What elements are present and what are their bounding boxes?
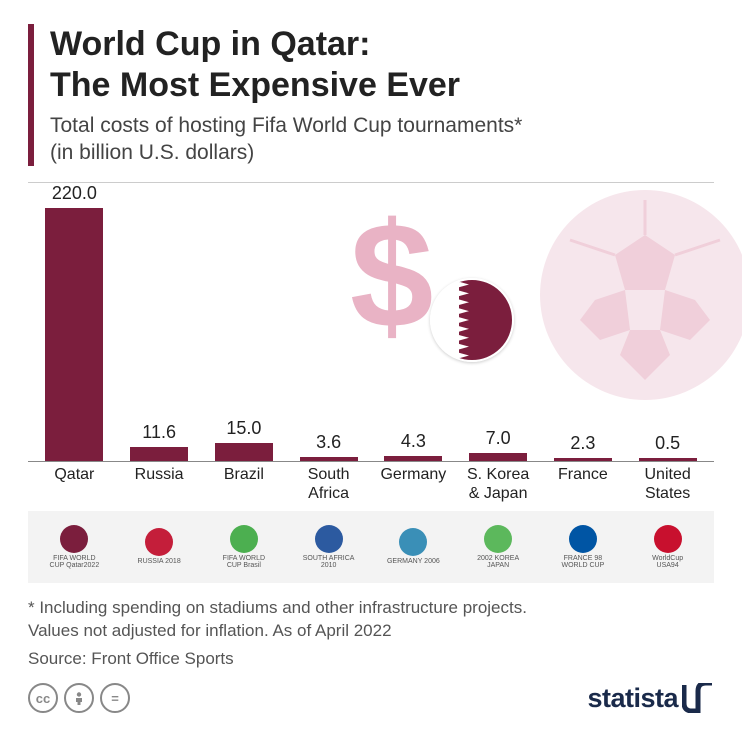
wc-logo-text: 2002 KOREA JAPAN [471, 555, 525, 569]
wc-logo-icon: RUSSIA 2018 [132, 521, 186, 573]
bar-value-label: 220.0 [52, 183, 97, 204]
wc-logo-icon: WorldCup USA94 [641, 521, 695, 573]
bar-value-label: 7.0 [486, 428, 511, 449]
bar-value-label: 2.3 [570, 433, 595, 454]
logo-band: FIFA WORLD CUP Qatar2022 RUSSIA 2018 FIFA … [28, 511, 714, 583]
wc-logo-text: SOUTH AFRICA 2010 [302, 555, 356, 569]
wc-logo-cell: WorldCup USA94 [625, 517, 710, 577]
footnote: * Including spending on stadiums and oth… [28, 597, 714, 643]
wc-logo-text: FIFA WORLD CUP Brasil [217, 555, 271, 569]
bar-col: 3.6 [286, 183, 371, 461]
wc-logo-cell: RUSSIA 2018 [117, 517, 202, 577]
wc-logo-icon: FRANCE 98 WORLD CUP [556, 521, 610, 573]
wc-logo-text: FIFA WORLD CUP Qatar2022 [47, 555, 101, 569]
footer: cc = statista [28, 683, 714, 714]
bar [639, 458, 697, 461]
country-label: Brazil [202, 466, 287, 503]
bar-value-label: 3.6 [316, 432, 341, 453]
wc-logo-text: RUSSIA 2018 [138, 558, 181, 565]
cc-icon: cc [28, 683, 58, 713]
bar [384, 456, 442, 461]
bar-col: 7.0 [456, 183, 541, 461]
bar-col: 11.6 [117, 183, 202, 461]
statista-logo: statista [587, 683, 714, 714]
nd-icon: = [100, 683, 130, 713]
bar-value-label: 0.5 [655, 433, 680, 454]
wc-logo-cell: 2002 KOREA JAPAN [456, 517, 541, 577]
bar-chart: 220.0 11.6 15.0 3.6 4.3 7.0 2.3 0.5 [28, 182, 714, 462]
wc-logo-cell: FIFA WORLD CUP Qatar2022 [32, 517, 117, 577]
bar [469, 453, 527, 461]
wc-logo-cell: SOUTH AFRICA 2010 [286, 517, 371, 577]
bar-value-label: 4.3 [401, 431, 426, 452]
wc-logo-icon: FIFA WORLD CUP Brasil [217, 521, 271, 573]
wc-logo-text: WorldCup USA94 [641, 555, 695, 569]
bar-col: 2.3 [541, 183, 626, 461]
bar [130, 447, 188, 461]
title-line2: The Most Expensive Ever [50, 66, 460, 104]
cc-license-icons: cc = [28, 683, 130, 713]
wc-logo-text: FRANCE 98 WORLD CUP [556, 555, 610, 569]
wc-logo-cell: FRANCE 98 WORLD CUP [541, 517, 626, 577]
wc-logo-icon: 2002 KOREA JAPAN [471, 521, 525, 573]
title-line1: World Cup in Qatar: [50, 25, 370, 63]
wc-logo-icon: GERMANY 2006 [386, 521, 440, 573]
bar-col: 15.0 [202, 183, 287, 461]
source: Source: Front Office Sports [28, 649, 714, 669]
bar-col: 220.0 [32, 183, 117, 461]
country-label: S. Korea& Japan [456, 466, 541, 503]
by-icon [64, 683, 94, 713]
bar-value-label: 11.6 [142, 422, 176, 443]
country-label: Qatar [32, 466, 117, 503]
bar-col: 4.3 [371, 183, 456, 461]
wc-logo-cell: FIFA WORLD CUP Brasil [202, 517, 287, 577]
bar [215, 443, 273, 461]
title: World Cup in Qatar: The Most Expensive E… [50, 24, 714, 106]
wc-logo-icon: SOUTH AFRICA 2010 [302, 521, 356, 573]
wc-logo-icon: FIFA WORLD CUP Qatar2022 [47, 521, 101, 573]
country-label: France [541, 466, 626, 503]
bar [300, 457, 358, 461]
country-label: SouthAfrica [286, 466, 371, 503]
country-label: Russia [117, 466, 202, 503]
country-label: UnitedStates [625, 466, 710, 503]
subtitle: Total costs of hosting Fifa World Cup to… [50, 112, 714, 167]
statista-text: statista [587, 683, 678, 714]
bar [45, 208, 103, 461]
wc-logo-text: GERMANY 2006 [387, 558, 440, 565]
header: World Cup in Qatar: The Most Expensive E… [28, 24, 714, 166]
wc-logo-cell: GERMANY 2006 [371, 517, 456, 577]
country-label: Germany [371, 466, 456, 503]
bar-col: 0.5 [625, 183, 710, 461]
bar-value-label: 15.0 [226, 418, 261, 439]
bar [554, 458, 612, 461]
country-labels-row: QatarRussiaBrazilSouthAfricaGermanyS. Ko… [28, 466, 714, 503]
